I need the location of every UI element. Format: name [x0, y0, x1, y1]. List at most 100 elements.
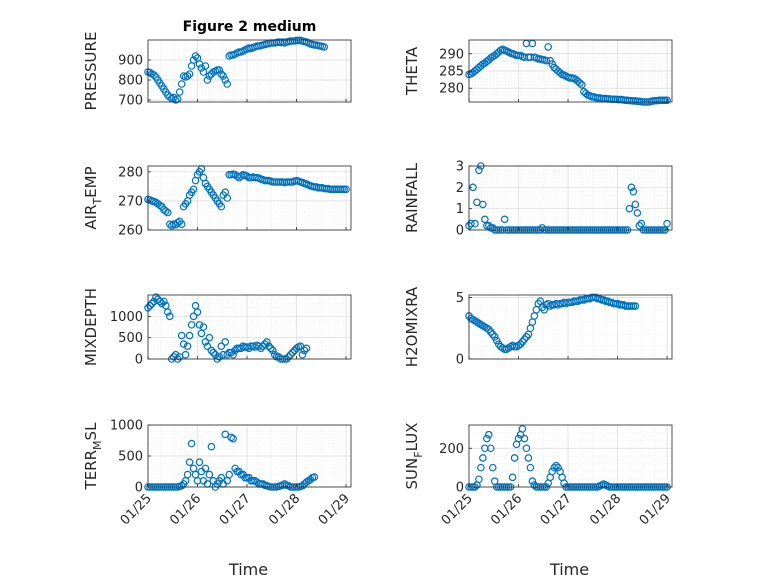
data-point	[191, 52, 200, 60]
data-point	[550, 463, 558, 472]
data-point	[479, 454, 487, 462]
data-point	[225, 470, 234, 479]
data-point	[185, 70, 194, 78]
y-axis-label: TERRMSL	[82, 422, 104, 491]
data-point	[522, 444, 531, 453]
data-point	[552, 461, 560, 470]
data-point	[629, 187, 638, 196]
data-point	[556, 68, 564, 77]
data-point	[288, 348, 297, 357]
axes-frame	[147, 165, 352, 231]
data-point	[195, 321, 204, 329]
data-point	[185, 331, 194, 340]
data-point	[486, 54, 495, 62]
data-point	[156, 297, 164, 306]
data-point	[263, 338, 271, 346]
data-point	[229, 434, 237, 443]
data-point	[486, 444, 495, 453]
data-point	[520, 434, 529, 443]
data-point	[201, 338, 210, 346]
data-point	[540, 305, 549, 314]
axes-air_temp: 260 270 280 AIRTEMP	[82, 165, 352, 239]
data-point	[215, 353, 224, 361]
data-point	[195, 458, 204, 467]
data-point	[663, 219, 671, 228]
axes-frame	[468, 424, 673, 488]
data-point	[177, 80, 186, 88]
x-tick-label: 01/27	[538, 491, 575, 528]
y-tick-label: 0	[456, 481, 464, 496]
data-point	[221, 430, 230, 439]
data-point	[217, 70, 226, 78]
data-point	[205, 470, 214, 479]
data-point	[209, 348, 218, 357]
data-point	[177, 331, 186, 340]
data-point	[183, 470, 192, 479]
x-tick-label: 01/26	[488, 491, 525, 528]
data-point	[205, 72, 214, 80]
data-point	[485, 430, 493, 439]
data-point	[526, 463, 535, 472]
data-point	[627, 183, 636, 192]
data-point	[310, 473, 319, 481]
y-tick-label: 2	[456, 181, 464, 196]
data-point	[160, 297, 168, 306]
y-tick-label: 280	[439, 82, 464, 97]
data-point	[490, 333, 499, 341]
y-tick-label: 270	[118, 194, 143, 209]
y-tick-label: 0	[456, 353, 464, 368]
data-point	[477, 463, 485, 472]
y-tick-label: 0	[135, 481, 143, 496]
data-point	[150, 71, 158, 79]
data-point	[268, 346, 277, 355]
data-point	[175, 88, 184, 96]
data-point	[169, 93, 178, 102]
y-axis-label: THETA	[403, 46, 421, 96]
axes-sun_flux: 0 200 SUNFLUX 01/25 01/26 01/27 01/28 01/29 Time	[403, 423, 674, 579]
data-point	[471, 219, 479, 228]
y-tick-label: 500	[118, 331, 143, 346]
axes-mixdepth: 0 500 1000 MIXDEPTH	[82, 288, 352, 368]
data-point	[164, 208, 172, 217]
data-point	[207, 442, 216, 451]
data-point	[508, 473, 517, 482]
axes-h2omixra: 0 5 H2OMIXRA	[403, 286, 673, 368]
data-point	[488, 463, 497, 472]
y-tick-label: 200	[439, 442, 464, 457]
y-axis-label: RAINFALL	[403, 162, 421, 233]
data-point	[162, 207, 170, 215]
data-point	[207, 346, 216, 355]
data-point	[261, 340, 269, 348]
y-tick-label: 0	[135, 353, 143, 368]
data-point	[199, 323, 208, 331]
axes-pressure: 700 800 900 PRESSURE Figure 2 medium	[82, 19, 352, 110]
data-point	[631, 200, 640, 209]
x-tick-label: 01/29	[316, 491, 353, 528]
data-point	[306, 475, 315, 484]
x-axis-label: Time	[549, 560, 589, 579]
x-tick-label: 01/25	[439, 491, 476, 528]
y-tick-label: 280	[118, 165, 143, 180]
data-point	[578, 80, 586, 89]
data-point	[635, 221, 644, 230]
data-point	[217, 202, 226, 211]
x-tick-label: 01/26	[167, 491, 204, 528]
y-axis-label: MIXDEPTH	[82, 288, 100, 366]
axes-terr_msl: 0 500 1000 TERRMSL 01/25 01/26 01/27 01/28 01/29…	[82, 419, 353, 580]
data-point	[485, 221, 493, 230]
data-point	[342, 185, 350, 194]
axes-frame	[468, 165, 673, 231]
data-point	[203, 342, 212, 351]
data-point	[524, 454, 533, 462]
data-point	[542, 56, 551, 65]
data-point	[479, 200, 487, 209]
data-point	[183, 342, 192, 351]
x-tick-label: 01/28	[266, 491, 303, 528]
data-point	[492, 336, 501, 345]
data-point	[185, 458, 194, 467]
y-axis-label: AIRTEMP	[82, 166, 104, 229]
y-tick-label: 0	[456, 224, 464, 239]
y-tick-label: 700	[118, 94, 143, 109]
data-point	[148, 299, 156, 308]
